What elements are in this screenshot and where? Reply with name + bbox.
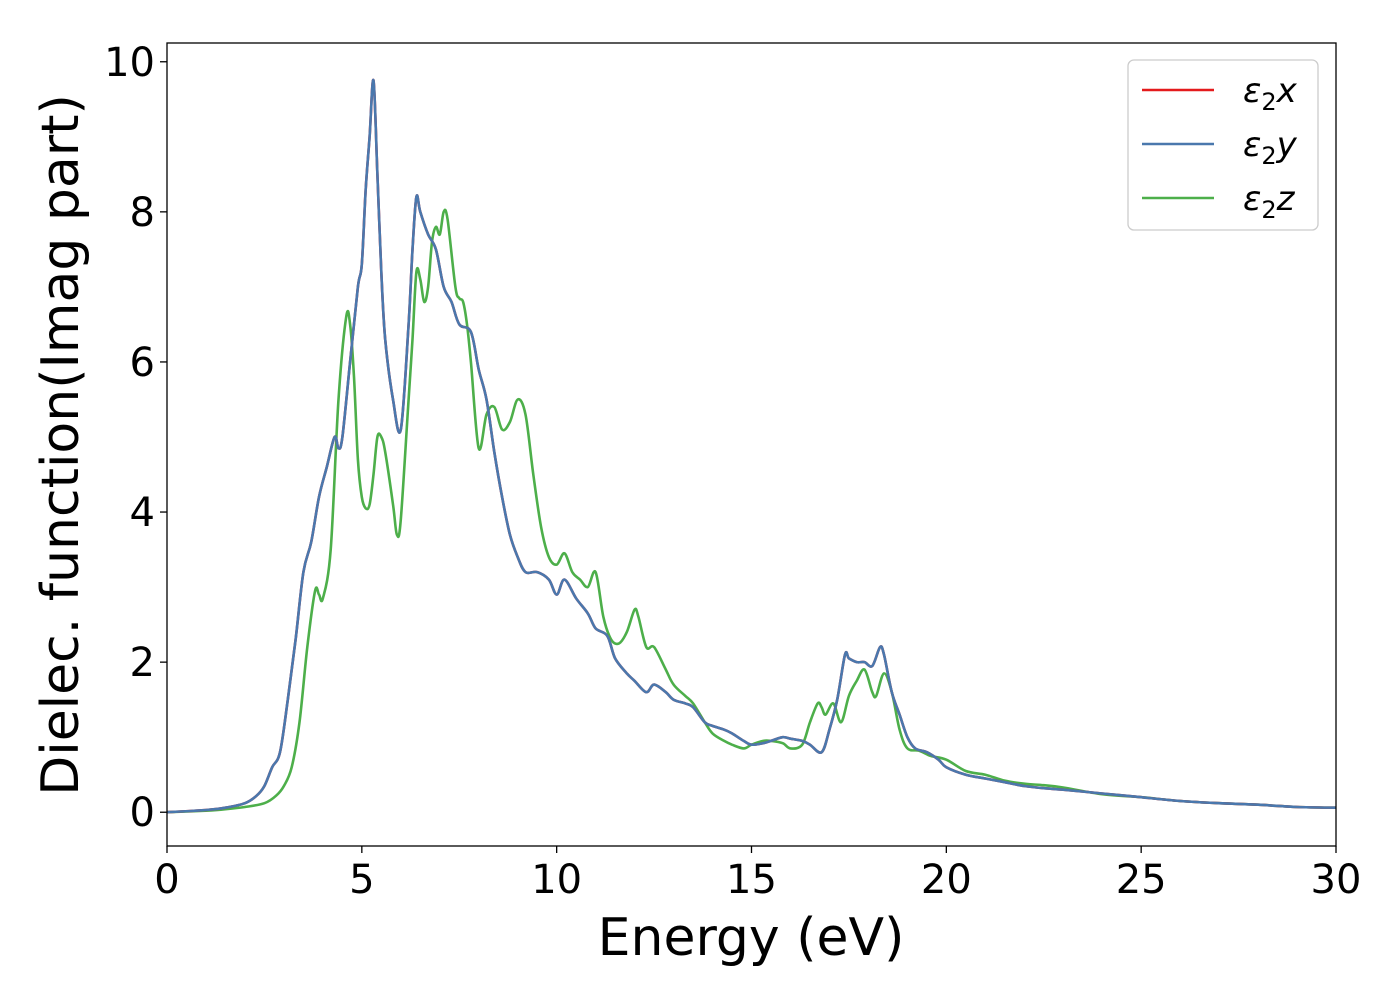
y-tick-label: 2 [130,640,155,686]
legend-subscript: 2 [1261,196,1276,224]
legend-variable: x [1276,71,1298,111]
y-tick-label: 6 [130,340,155,386]
y-tick-label: 10 [104,40,155,86]
x-tick-label: 25 [1116,857,1167,903]
legend-subscript: 2 [1261,88,1276,116]
legend-variable: z [1276,179,1296,219]
y-tick-label: 4 [130,490,155,536]
y-tick-label: 0 [130,790,155,836]
legend-symbol: ε [1243,125,1261,165]
series-line-y [166,78,1337,814]
x-tick-label: 20 [921,857,972,903]
legend-variable: y [1276,125,1298,165]
legend-subscript: 2 [1261,142,1276,170]
legend-symbol: ε [1243,179,1261,219]
x-axis-label: Energy (eV) [598,908,905,968]
y-axis-ticks: 0 2 4 6 8 10 [104,40,167,836]
series-layer [166,78,1337,814]
legend-label-x: ε2x [1243,71,1298,116]
legend-label-z: ε2z [1243,179,1296,224]
series-line-z [166,208,1337,814]
x-tick-label: 0 [154,857,179,903]
legend-box [1127,59,1319,231]
y-tick-label: 8 [130,190,155,236]
x-tick-label: 15 [726,857,777,903]
legend-label-y: ε2y [1243,125,1298,170]
x-axis-ticks: 0 5 10 15 20 25 30 [154,846,1361,903]
legend-symbol: ε [1243,71,1261,111]
x-tick-label: 5 [349,857,374,903]
y-axis-label: Dielec. function(Imag part) [31,94,91,796]
x-tick-label: 30 [1311,857,1362,903]
x-tick-label: 10 [531,857,582,903]
